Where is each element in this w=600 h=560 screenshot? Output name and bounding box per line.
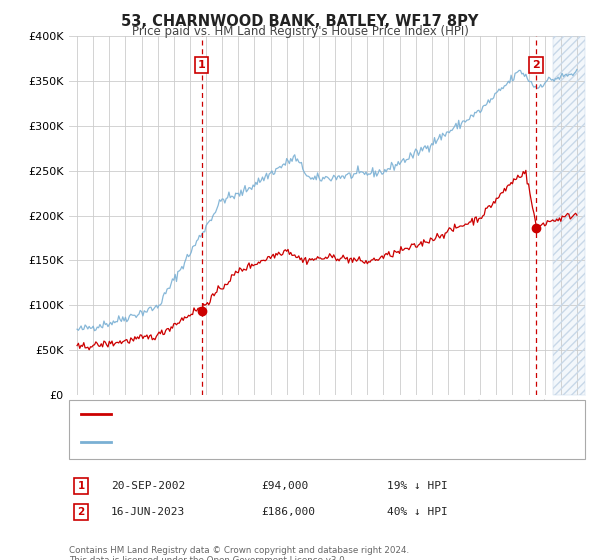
Text: 40% ↓ HPI: 40% ↓ HPI — [387, 507, 448, 517]
Text: 1: 1 — [77, 481, 85, 491]
Text: HPI: Average price, detached house, Kirklees: HPI: Average price, detached house, Kirk… — [120, 437, 355, 447]
Text: Price paid vs. HM Land Registry's House Price Index (HPI): Price paid vs. HM Land Registry's House … — [131, 25, 469, 38]
Text: 19% ↓ HPI: 19% ↓ HPI — [387, 481, 448, 491]
Text: 2: 2 — [532, 60, 540, 70]
Text: Contains HM Land Registry data © Crown copyright and database right 2024.
This d: Contains HM Land Registry data © Crown c… — [69, 546, 409, 560]
Text: £94,000: £94,000 — [261, 481, 308, 491]
Text: 53, CHARNWOOD BANK, BATLEY, WF17 8PY (detached house): 53, CHARNWOOD BANK, BATLEY, WF17 8PY (de… — [120, 409, 442, 419]
Text: 20-SEP-2002: 20-SEP-2002 — [111, 481, 185, 491]
Text: 53, CHARNWOOD BANK, BATLEY, WF17 8PY: 53, CHARNWOOD BANK, BATLEY, WF17 8PY — [121, 14, 479, 29]
Text: 1: 1 — [197, 60, 205, 70]
Text: 16-JUN-2023: 16-JUN-2023 — [111, 507, 185, 517]
Text: 2: 2 — [77, 507, 85, 517]
Text: £186,000: £186,000 — [261, 507, 315, 517]
